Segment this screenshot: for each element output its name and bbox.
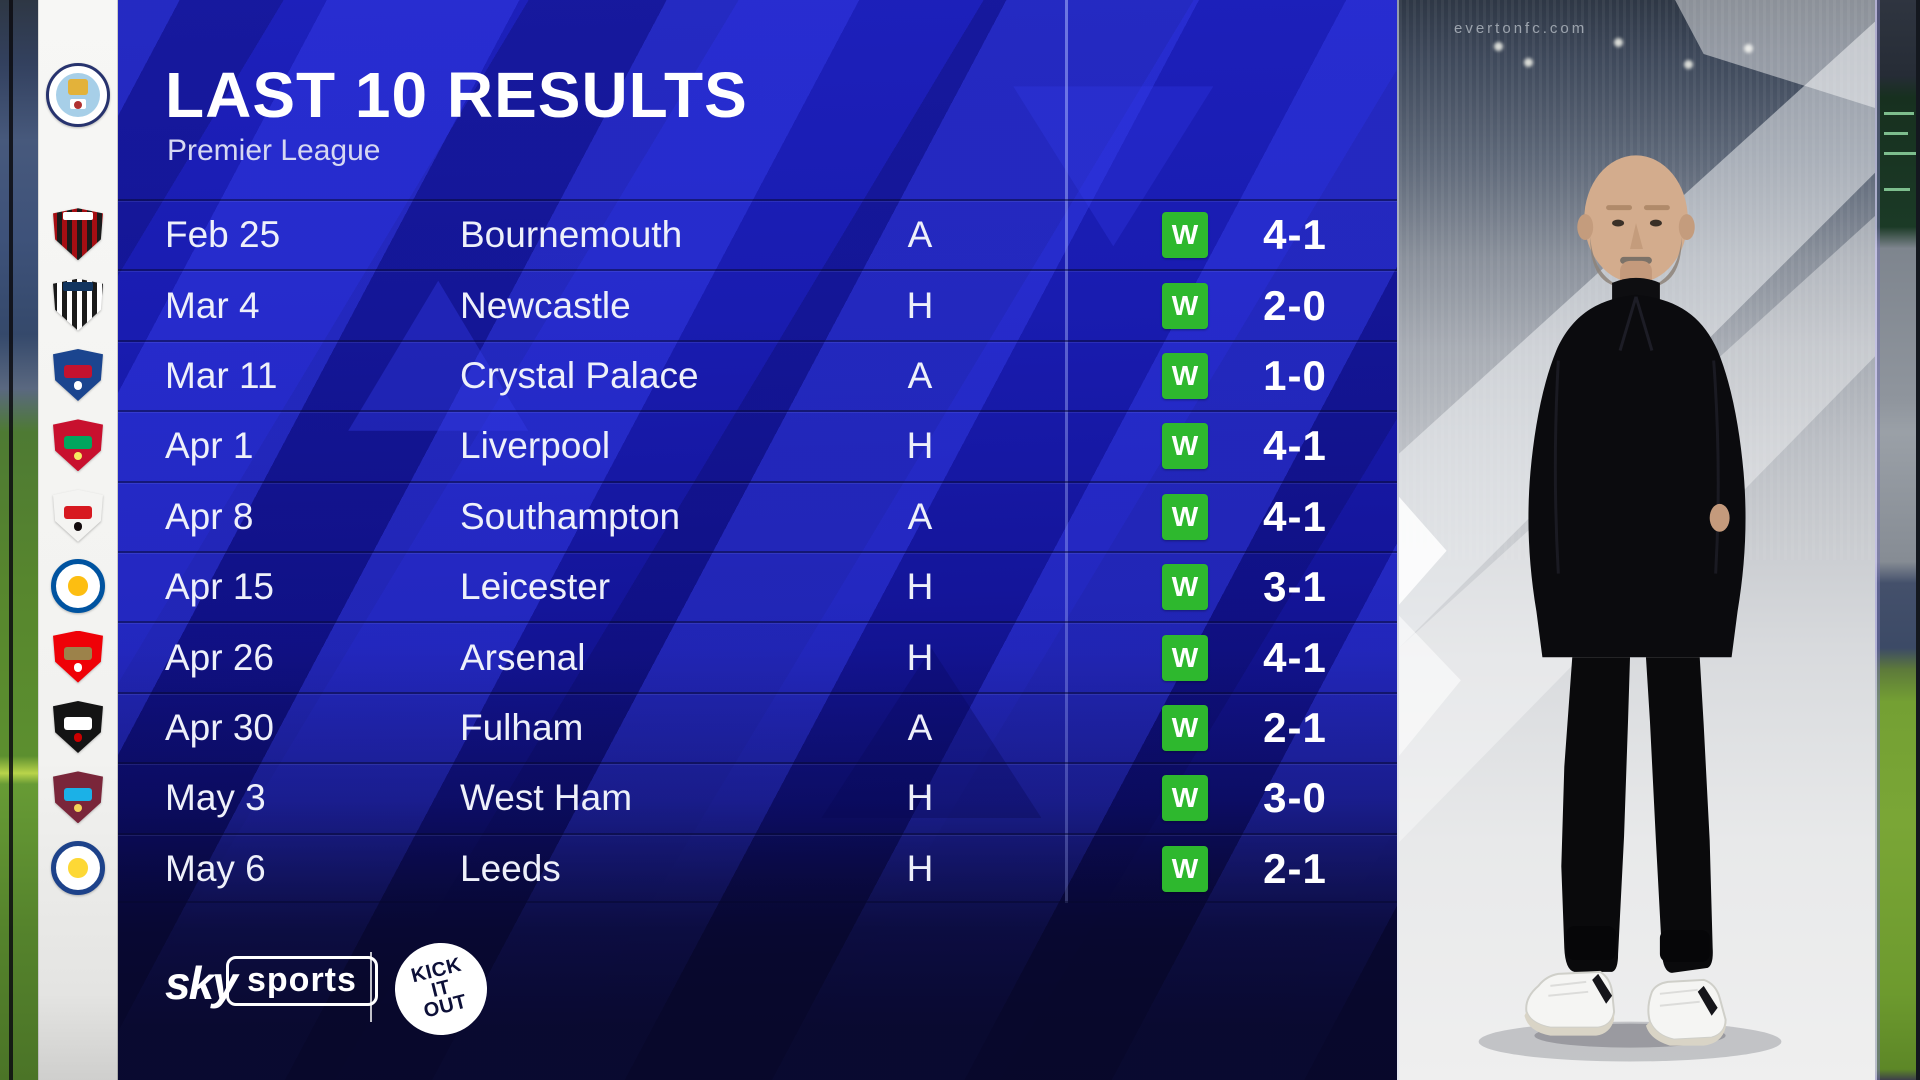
result-badge-win: W [1162, 493, 1208, 540]
opponent-name: Leicester [460, 566, 611, 608]
match-date: Apr 15 [165, 566, 275, 608]
venue-indicator: H [906, 777, 934, 819]
scoreboard-text-line [1884, 188, 1910, 191]
result-badge-win: W [1162, 423, 1208, 470]
result-badge-win: W [1162, 282, 1208, 329]
match-date: Apr 30 [165, 706, 275, 748]
badge-newcastle [51, 278, 105, 332]
result-row: Apr 15 Leicester H W 3-1 [118, 551, 1397, 621]
badge-fulham [51, 700, 105, 754]
badge-arsenal [51, 630, 105, 684]
opponent-name: West Ham [460, 777, 633, 819]
badge-crystal-palace [51, 348, 105, 402]
match-score: 3-1 [1263, 563, 1327, 611]
match-date: Mar 11 [165, 354, 278, 396]
venue-indicator: H [906, 425, 934, 467]
floodlight-icon [1524, 58, 1533, 67]
result-badge-win: W [1162, 775, 1208, 822]
column-divider-line [1065, 0, 1068, 903]
stadium-photo-left-edge [0, 0, 38, 1080]
result-badge-win: W [1162, 352, 1208, 399]
result-badge-win: W [1162, 564, 1208, 611]
result-row: May 3 West Ham H W 3-0 [118, 762, 1397, 832]
club-badge-sidebar [38, 0, 118, 1080]
result-row: Apr 30 Fulham A W 2-1 [118, 691, 1397, 762]
table-bottom-border [118, 901, 1397, 903]
opponent-name: Newcastle [460, 284, 631, 326]
opponent-name: Arsenal [460, 636, 586, 678]
venue-indicator: H [906, 284, 934, 326]
scoreboard-text-line [1884, 112, 1914, 115]
results-panel: LAST 10 RESULTS Premier League Feb 25 Bo… [118, 0, 1397, 1080]
venue-indicator: H [906, 847, 934, 889]
goalpost-line [9, 0, 13, 1080]
venue-indicator: A [907, 354, 933, 396]
result-row: Mar 4 Newcastle H W 2-0 [118, 269, 1397, 339]
badge-southampton [51, 489, 105, 543]
bottom-fade-overlay [118, 0, 1397, 1080]
result-badge-win: W [1162, 212, 1208, 259]
match-score: 4-1 [1263, 211, 1327, 259]
stadium-stand-caption: evertonfc.com [1454, 20, 1588, 37]
match-date: Apr 26 [165, 636, 275, 678]
result-badge-win: W [1162, 845, 1208, 892]
result-row: Apr 8 Southampton A W 4-1 [118, 480, 1397, 551]
opponent-name: Liverpool [460, 425, 611, 467]
badge-liverpool [51, 418, 105, 472]
badge-bournemouth [51, 207, 105, 261]
match-score: 4-1 [1263, 633, 1327, 681]
opponent-name: Crystal Palace [460, 354, 699, 396]
match-score: 2-1 [1263, 844, 1327, 892]
result-row: May 6 Leeds H W 2-1 [118, 832, 1397, 903]
results-table: Feb 25 Bournemouth A W 4-1 Mar 4 Newcast… [118, 0, 1397, 1080]
competition-subtitle: Premier League [167, 134, 381, 167]
floodlight-icon [1494, 42, 1503, 51]
result-row: Feb 25 Bournemouth A W 4-1 [118, 199, 1397, 269]
badge-west-ham [51, 770, 105, 824]
manchester-city-badge-icon [46, 63, 110, 127]
result-row: Mar 11 Crystal Palace A W 1-0 [118, 339, 1397, 410]
opponent-name: Southampton [460, 495, 681, 537]
result-badge-win: W [1162, 634, 1208, 681]
scoreboard-text-line [1884, 132, 1908, 135]
manager-photo-panel: evertonfc.com [1397, 0, 1875, 1080]
match-score: 2-1 [1263, 703, 1327, 751]
scoreboard-text-line [1884, 152, 1916, 155]
result-row: Apr 26 Arsenal H W 4-1 [118, 621, 1397, 691]
match-score: 1-0 [1263, 351, 1327, 399]
match-score: 3-0 [1263, 774, 1327, 822]
page-title: LAST 10 RESULTS [165, 59, 748, 131]
stadium-photo-right-edge [1875, 0, 1920, 1080]
opponent-name: Leeds [460, 847, 561, 889]
match-date: Mar 4 [165, 284, 260, 326]
match-date: May 6 [165, 847, 266, 889]
venue-indicator: A [907, 214, 933, 256]
match-date: Feb 25 [165, 214, 281, 256]
venue-indicator: H [906, 636, 934, 678]
floodlight-icon [1684, 60, 1693, 69]
opponent-name: Fulham [460, 706, 584, 748]
match-date: May 3 [165, 777, 266, 819]
floodlight-icon [1744, 44, 1753, 53]
venue-indicator: A [907, 495, 933, 537]
match-date: Apr 8 [165, 495, 254, 537]
result-row: Apr 1 Liverpool H W 4-1 [118, 410, 1397, 480]
venue-indicator: A [907, 706, 933, 748]
match-score: 2-0 [1263, 281, 1327, 329]
match-score: 4-1 [1263, 422, 1327, 470]
result-badge-win: W [1162, 704, 1208, 751]
badge-leicester [51, 559, 105, 614]
venue-indicator: H [906, 566, 934, 608]
pep-guardiola-figure [1478, 155, 1782, 1062]
floodlight-icon [1614, 38, 1623, 47]
badge-leeds [51, 840, 105, 895]
match-date: Apr 1 [165, 425, 254, 467]
match-score: 4-1 [1263, 492, 1327, 540]
opponent-name: Bournemouth [460, 214, 683, 256]
